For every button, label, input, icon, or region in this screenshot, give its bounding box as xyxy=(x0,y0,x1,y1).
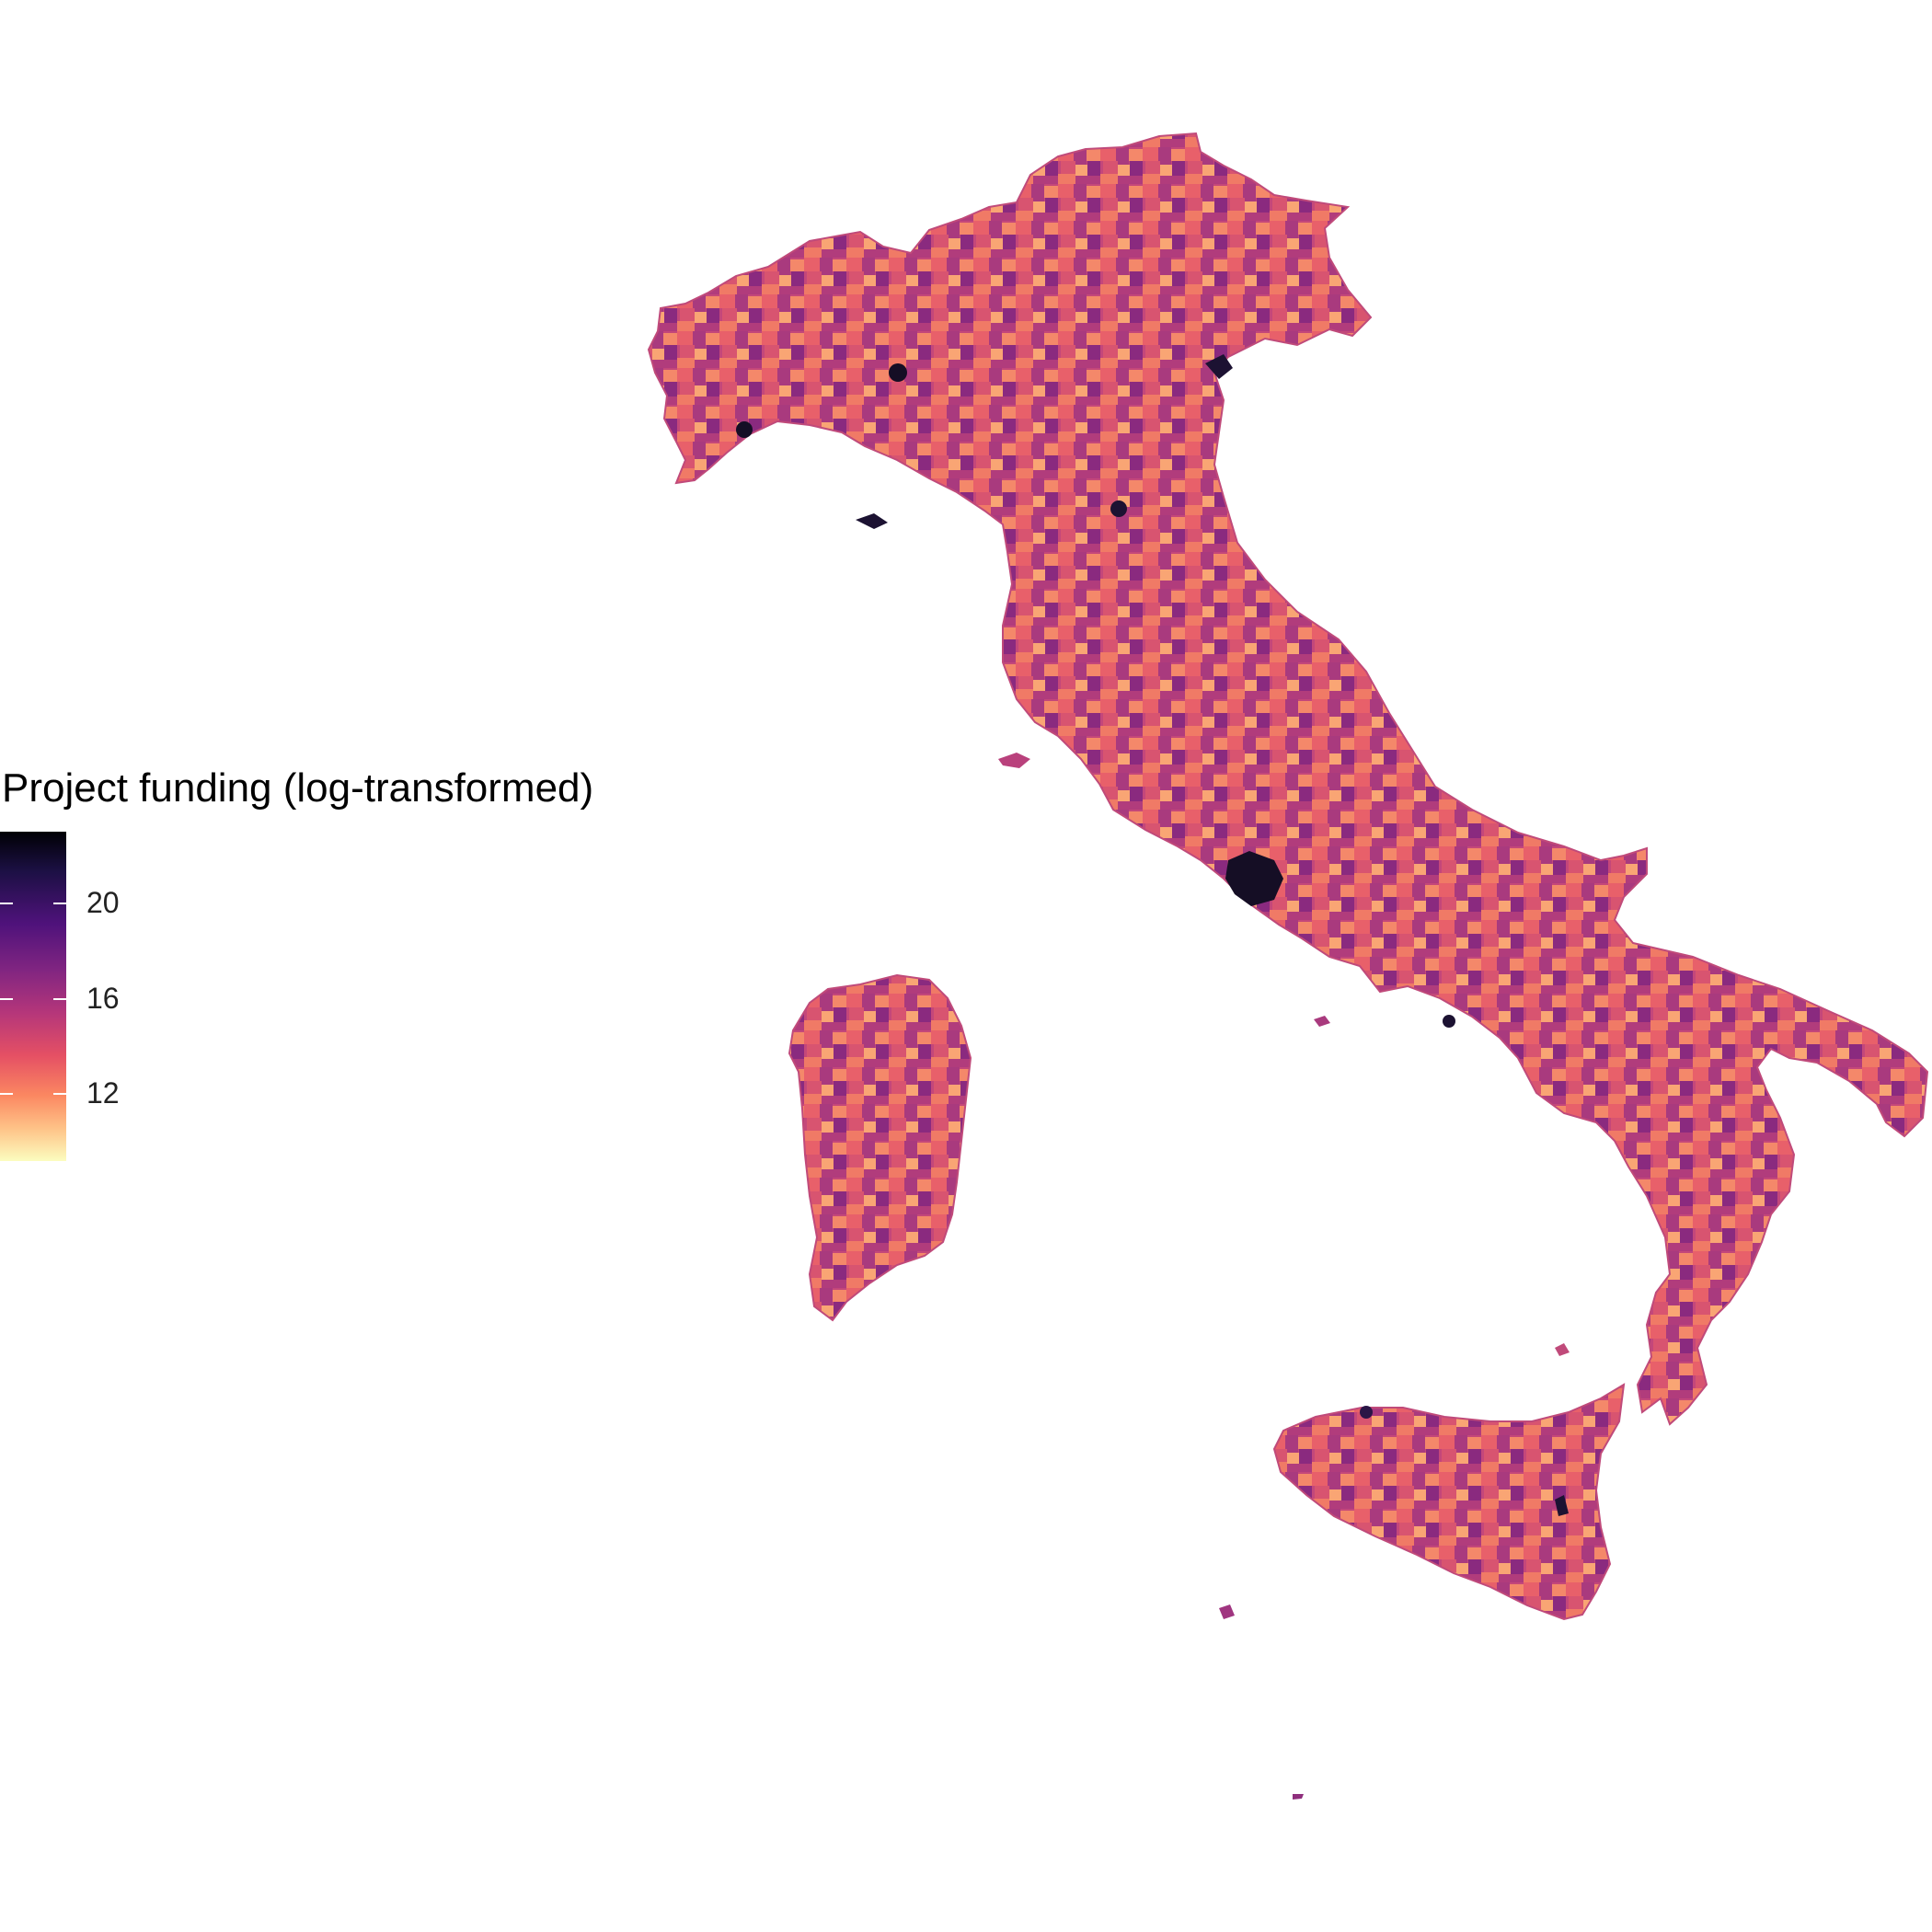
color-scale-bar xyxy=(0,832,66,1161)
city-milan xyxy=(889,363,907,382)
legend-tick-mark-right xyxy=(53,902,66,904)
city-naples xyxy=(1443,1015,1455,1028)
island-elba xyxy=(998,753,1030,768)
legend-tick-label: 16 xyxy=(86,981,120,1015)
city-rome xyxy=(1225,851,1283,906)
city-catania xyxy=(1555,1495,1569,1516)
legend-tick-label: 20 xyxy=(86,885,120,919)
legend-tick-label: 12 xyxy=(86,1076,120,1110)
legend-tick-mark-left xyxy=(0,1093,13,1096)
city-turin xyxy=(736,421,753,438)
city-bologna xyxy=(1110,500,1127,517)
region-sardinia xyxy=(788,973,972,1322)
city-genoa xyxy=(856,513,888,529)
legend-tick-mark-right xyxy=(53,997,66,1000)
region-mainland xyxy=(647,132,1929,1426)
region-sicily xyxy=(1272,1383,1626,1621)
island-pantelleria xyxy=(1219,1604,1235,1619)
legend-tick-mark-right xyxy=(53,1093,66,1096)
island-lipari xyxy=(1555,1343,1570,1356)
legend-tick-mark-left xyxy=(0,997,13,1000)
island-ischia xyxy=(1314,1016,1330,1027)
island-lampedusa xyxy=(1293,1794,1304,1800)
city-palermo xyxy=(1360,1406,1373,1419)
legend-tick-mark-left xyxy=(0,902,13,904)
legend-title: Project funding (log-transformed) xyxy=(2,765,594,811)
city-venice xyxy=(1205,354,1233,379)
